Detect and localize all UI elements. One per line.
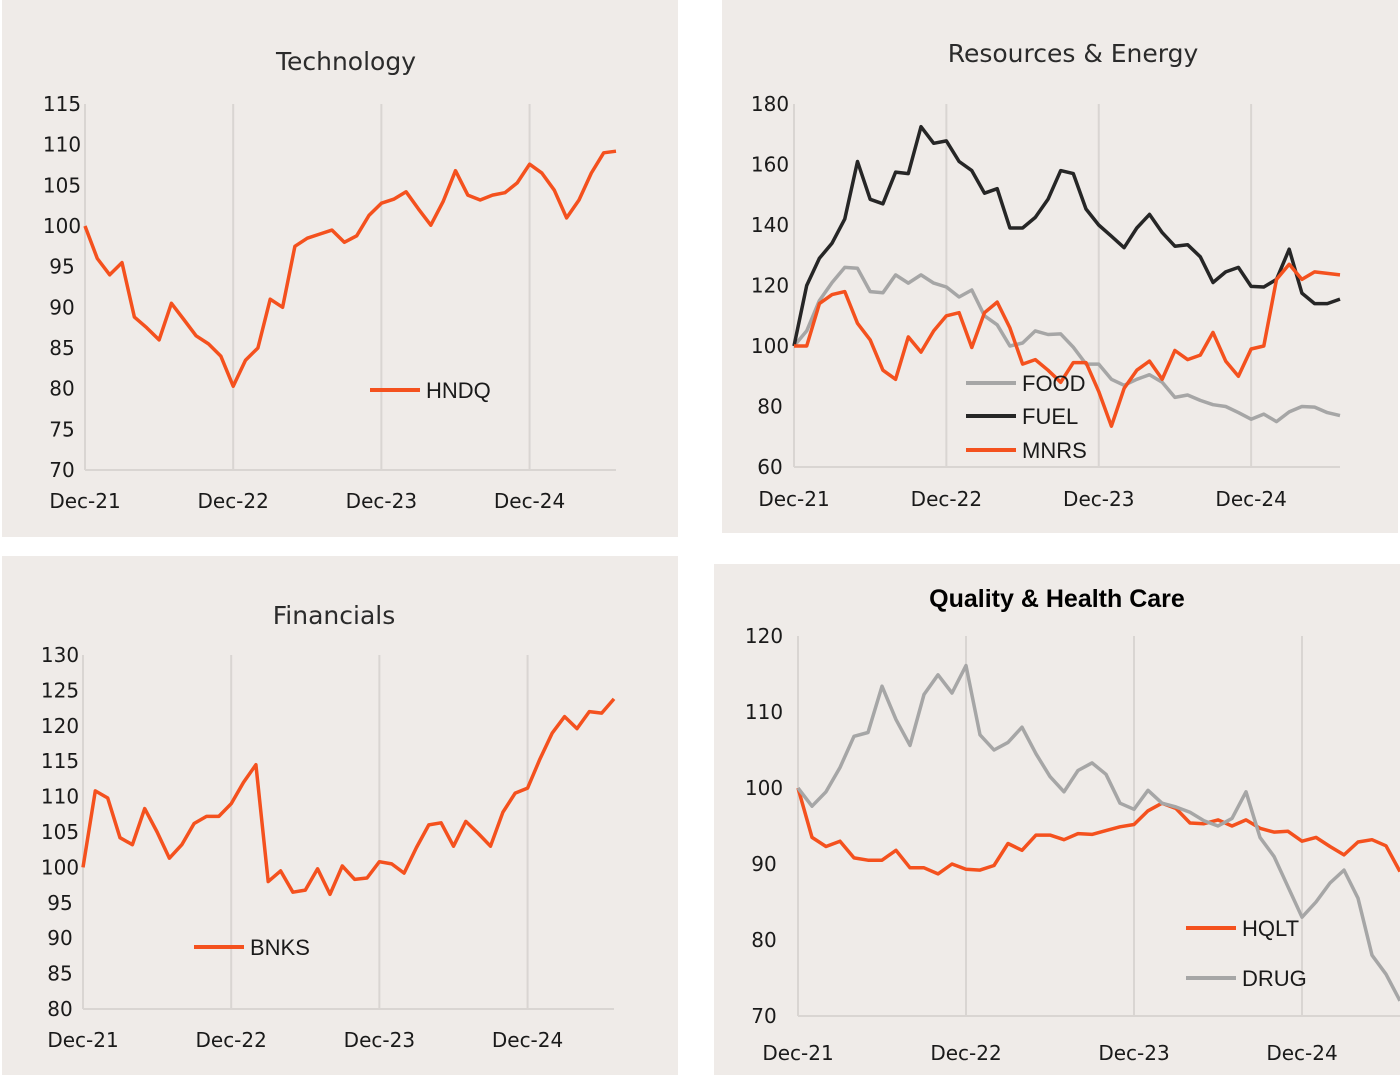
- series-line-hqlt: [796, 787, 1400, 876]
- y-tick-label: 110: [41, 785, 79, 809]
- x-tick-label: Dec-22: [197, 489, 268, 513]
- y-tick-label: 130: [41, 643, 79, 667]
- series-line-hndq: [83, 149, 617, 388]
- financials-chart-panel: Financials 80 85 90 95 100 105 110 115 120 125 130 D…: [2, 556, 678, 1075]
- y-tick-label: 95: [49, 255, 74, 279]
- y-tick-label: 90: [49, 295, 74, 319]
- x-tick-label: Dec-23: [1063, 487, 1134, 511]
- y-tick-label: 160: [751, 153, 789, 177]
- y-tick-label: 120: [41, 714, 79, 738]
- y-tick-label: 85: [47, 962, 72, 986]
- chart-title: Quality & Health Care: [929, 585, 1185, 613]
- y-tick-label: 80: [757, 395, 782, 419]
- legend-entry-hndq: HNDQ: [370, 378, 491, 403]
- y-tick-label: 100: [751, 334, 789, 358]
- series-line-drug: [796, 663, 1400, 1002]
- series-line-bnks: [81, 697, 616, 897]
- y-tick-label: 85: [49, 336, 74, 360]
- technology-chart: Technology 70 75 80 85 90 95 100 105 110 115 Dec-21…: [43, 47, 617, 513]
- legend-entry-food: FOOD: [966, 371, 1086, 396]
- chart-title: Resources & Energy: [948, 39, 1199, 68]
- y-tick-label: 120: [751, 274, 789, 298]
- quality-health-care-chart: Quality & Health Care 70 80 90 100 110 120 Dec-…: [745, 585, 1400, 1065]
- y-tick-label: 70: [49, 458, 74, 482]
- legend-label: DRUG: [1242, 966, 1307, 991]
- quality-health-care-chart-panel: Quality & Health Care 70 80 90 100 110 120 Dec-…: [714, 564, 1400, 1075]
- y-tick-label: 115: [43, 92, 81, 116]
- legend-label: FOOD: [1022, 371, 1086, 396]
- x-tick-label: Dec-22: [930, 1041, 1001, 1065]
- legend-label: MNRS: [1022, 438, 1087, 463]
- chart-title: Financials: [273, 601, 396, 630]
- x-tick-label: Dec-23: [1098, 1041, 1169, 1065]
- y-tick-label: 105: [43, 173, 81, 197]
- x-tick-label: Dec-22: [195, 1028, 266, 1052]
- y-tick-label: 180: [751, 92, 789, 116]
- y-tick-label: 115: [41, 749, 79, 773]
- x-tick-label: Dec-22: [911, 487, 982, 511]
- y-tick-label: 90: [751, 852, 776, 876]
- legend-entry-bnks: BNKS: [194, 935, 310, 960]
- y-tick-label: 100: [745, 776, 783, 800]
- x-tick-label: Dec-23: [346, 489, 417, 513]
- y-tick-label: 110: [745, 700, 783, 724]
- legend-entry-hqlt: HQLT: [1186, 916, 1299, 941]
- x-tick-label: Dec-24: [1266, 1041, 1337, 1065]
- legend-label: BNKS: [250, 935, 310, 960]
- series-line-fuel: [792, 124, 1341, 347]
- series-line-food: [792, 265, 1341, 424]
- y-tick-label: 80: [47, 997, 72, 1021]
- y-tick-label: 60: [757, 455, 782, 479]
- legend-label: HQLT: [1242, 916, 1299, 941]
- x-tick-label: Dec-21: [762, 1041, 833, 1065]
- y-tick-label: 95: [47, 891, 72, 915]
- y-tick-label: 140: [751, 213, 789, 237]
- legend-label: HNDQ: [426, 378, 491, 403]
- y-tick-label: 80: [751, 928, 776, 952]
- y-tick-label: 90: [47, 926, 72, 950]
- y-tick-label: 110: [43, 133, 81, 157]
- legend-entry-mnrs: MNRS: [966, 438, 1087, 463]
- series-line-mnrs: [794, 262, 1341, 428]
- y-tick-label: 120: [745, 624, 783, 648]
- y-tick-label: 75: [49, 417, 74, 441]
- y-tick-label: 100: [41, 855, 79, 879]
- y-tick-label: 80: [49, 377, 74, 401]
- y-tick-label: 100: [43, 214, 81, 238]
- resources-energy-chart-panel: Resources & Energy 60 80 100 120 140 160 180 Dec…: [722, 0, 1398, 533]
- legend-entry-drug: DRUG: [1186, 966, 1307, 991]
- x-tick-label: Dec-21: [758, 487, 829, 511]
- chart-title: Technology: [275, 47, 416, 76]
- legend-entry-fuel: FUEL: [966, 404, 1078, 429]
- x-tick-label: Dec-21: [49, 489, 120, 513]
- technology-chart-panel: Technology 70 75 80 85 90 95 100 105 110 115 Dec-21…: [2, 0, 678, 537]
- x-tick-label: Dec-23: [344, 1028, 415, 1052]
- legend-label: FUEL: [1022, 404, 1078, 429]
- financials-chart: Financials 80 85 90 95 100 105 110 115 120 125 130 D…: [41, 601, 616, 1052]
- y-tick-label: 105: [41, 820, 79, 844]
- x-tick-label: Dec-21: [47, 1028, 118, 1052]
- y-tick-label: 70: [751, 1004, 776, 1028]
- x-tick-label: Dec-24: [1215, 487, 1286, 511]
- y-tick-label: 125: [41, 678, 79, 702]
- resources-energy-chart: Resources & Energy 60 80 100 120 140 160 180 Dec…: [751, 39, 1341, 511]
- x-tick-label: Dec-24: [492, 1028, 563, 1052]
- x-tick-label: Dec-24: [494, 489, 565, 513]
